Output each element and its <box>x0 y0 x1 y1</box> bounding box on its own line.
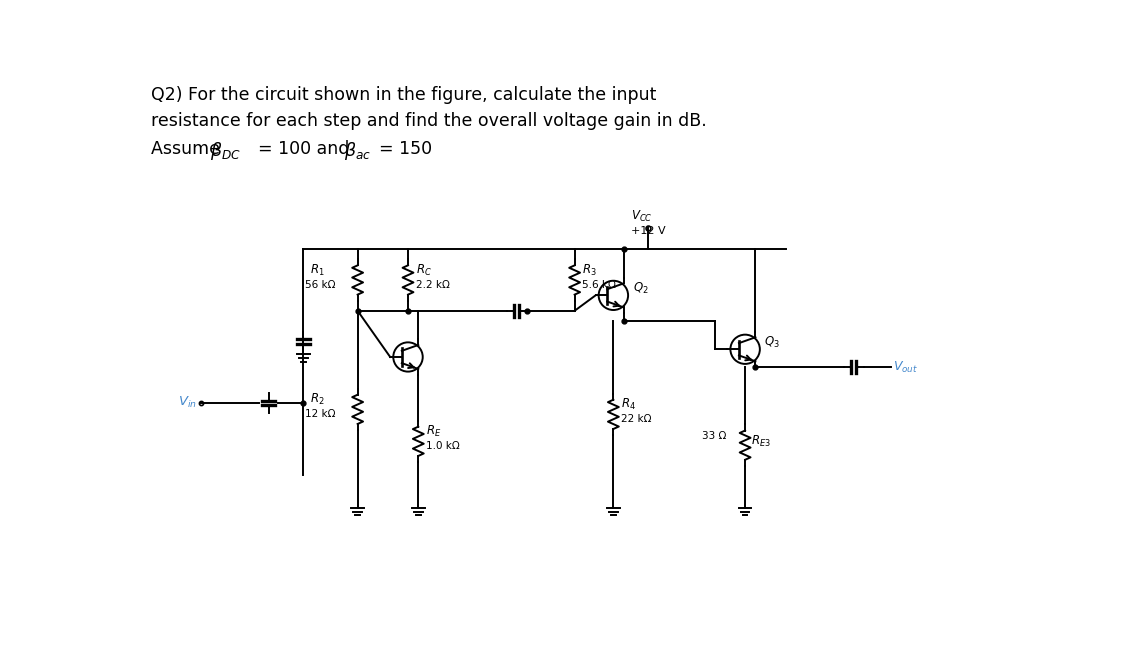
Text: = 150: = 150 <box>378 140 432 158</box>
Text: Q2) For the circuit shown in the figure, calculate the input: Q2) For the circuit shown in the figure,… <box>151 86 656 104</box>
Text: $Q_2$: $Q_2$ <box>632 280 648 295</box>
Text: +12 V: +12 V <box>631 226 666 236</box>
Text: $V_{out}$: $V_{out}$ <box>893 360 918 375</box>
Text: = 100 and: = 100 and <box>259 140 356 158</box>
Text: 12 kΩ: 12 kΩ <box>305 409 335 419</box>
Text: $V_{CC}$: $V_{CC}$ <box>631 209 652 224</box>
Text: 2.2 kΩ: 2.2 kΩ <box>416 280 450 289</box>
Text: $R_3$: $R_3$ <box>583 263 597 278</box>
Text: $R_1$: $R_1$ <box>309 263 324 278</box>
Text: $R_2$: $R_2$ <box>309 393 324 408</box>
Text: $R_C$: $R_C$ <box>416 263 432 278</box>
Text: 33 Ω: 33 Ω <box>702 431 727 441</box>
Text: $\beta_{ac}$: $\beta_{ac}$ <box>343 140 371 162</box>
Text: $R_E$: $R_E$ <box>426 424 441 439</box>
Text: $V_{in}$: $V_{in}$ <box>178 395 197 410</box>
Text: Assume: Assume <box>151 140 225 158</box>
Text: $Q_3$: $Q_3$ <box>765 334 781 349</box>
Text: $R_{E3}$: $R_{E3}$ <box>752 434 772 449</box>
Text: resistance for each step and find the overall voltage gain in dB.: resistance for each step and find the ov… <box>151 112 706 130</box>
Text: $R_4$: $R_4$ <box>621 397 636 412</box>
Text: 56 kΩ: 56 kΩ <box>305 280 335 289</box>
Text: 5.6 kΩ: 5.6 kΩ <box>583 280 616 289</box>
Text: $\beta_{DC}$: $\beta_{DC}$ <box>210 140 241 162</box>
Text: 22 kΩ: 22 kΩ <box>621 414 651 424</box>
Text: 1.0 kΩ: 1.0 kΩ <box>426 441 460 451</box>
